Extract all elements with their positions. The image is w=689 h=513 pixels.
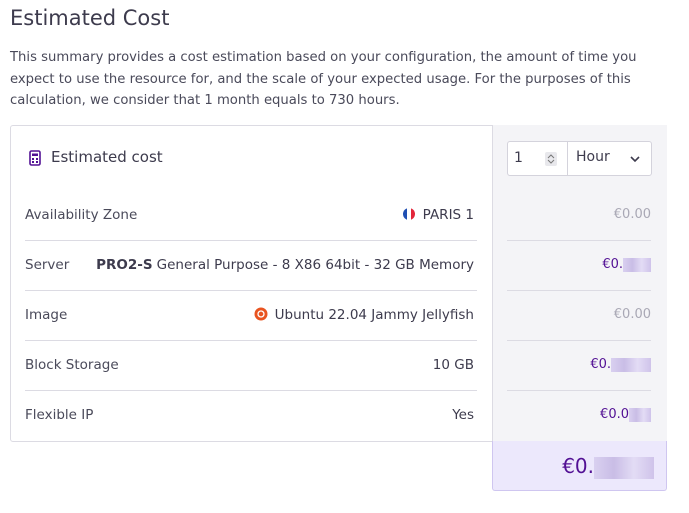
duration-control: 1 Hour	[507, 141, 652, 176]
summary-row: Image Ubuntu 22.04 Jammy Jellyfish	[25, 290, 477, 340]
redacted	[623, 257, 651, 272]
row-value: Yes	[452, 390, 474, 440]
unit-select[interactable]: Hour	[576, 149, 610, 165]
ubuntu-icon	[254, 307, 268, 321]
cost-value: €0.00	[613, 207, 651, 222]
cost-value: €0.00	[613, 307, 651, 322]
row-divider	[507, 390, 651, 391]
row-value: PARIS 1	[402, 190, 474, 240]
redacted	[611, 357, 651, 372]
redacted	[594, 456, 654, 479]
value-text: Yes	[452, 407, 474, 423]
value-text: 10 GB	[432, 357, 474, 373]
summary-row: Availability Zone PARIS 1	[25, 190, 477, 240]
total-value: €0.	[562, 454, 594, 478]
cost-value: €0.	[590, 357, 611, 372]
redacted	[629, 407, 651, 422]
calculator-icon	[29, 150, 41, 166]
row-divider	[25, 290, 477, 291]
total-cost: €0.	[492, 441, 667, 491]
cost-value: €0.0	[600, 407, 629, 422]
row-divider	[507, 340, 651, 341]
row-divider	[25, 390, 477, 391]
chevron[interactable]	[630, 155, 640, 163]
row-value: PRO2-S General Purpose - 8 X86 64bit - 32…	[96, 240, 474, 290]
row-cost: €0.	[507, 240, 651, 290]
row-label: Flexible IP	[25, 407, 94, 423]
value-text: General Purpose - 8 X86 64bit - 32 GB Me…	[156, 257, 474, 273]
value-text: PARIS 1	[422, 207, 474, 223]
row-value: 10 GB	[433, 340, 474, 390]
description: This summary provides a cost estimation …	[10, 50, 637, 108]
summary-row: Block Storage 10 GB	[25, 340, 477, 390]
row-label: Server	[25, 257, 70, 273]
row-label: Availability Zone	[25, 207, 138, 223]
cost-column	[492, 125, 667, 441]
spinner[interactable]	[545, 152, 557, 166]
page-title: Estimated Cost	[10, 6, 170, 30]
row-value: Ubuntu 22.04 Jammy Jellyfish	[254, 290, 474, 340]
value-text: Ubuntu 22.04 Jammy Jellyfish	[274, 307, 474, 323]
row-cost: €0.	[507, 340, 651, 390]
row-label: Image	[25, 307, 68, 323]
quantity-input[interactable]: 1	[514, 150, 523, 166]
cost-value: €0.	[602, 257, 623, 272]
summary-row: Server PRO2-S General Purpose - 8 X86 64bi…	[25, 240, 477, 290]
row-divider	[507, 240, 651, 241]
summary-row: Flexible IP Yes	[25, 390, 477, 440]
row-divider	[25, 240, 477, 241]
flag-icon	[402, 208, 415, 220]
server-name: PRO2-S	[96, 257, 153, 273]
row-cost: €0.00	[507, 190, 651, 240]
row-cost: €0.0	[507, 390, 651, 440]
row-divider	[25, 340, 477, 341]
row-label: Block Storage	[25, 357, 119, 373]
summary-title: Estimated cost	[51, 148, 163, 166]
row-cost: €0.00	[507, 290, 651, 340]
row-divider	[507, 290, 651, 291]
